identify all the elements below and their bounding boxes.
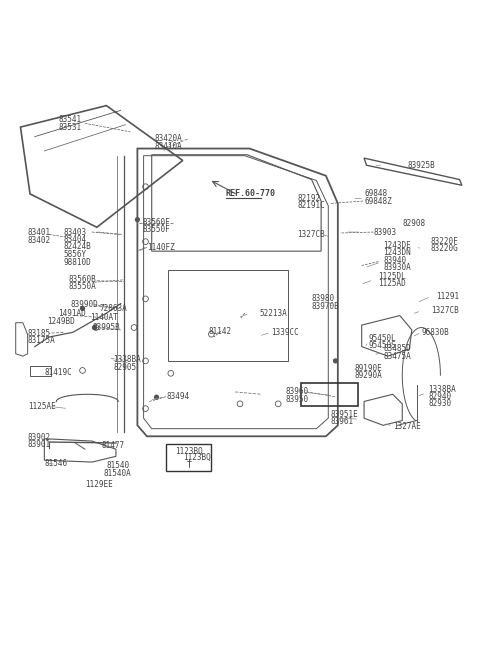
Text: 83961: 83961	[331, 417, 354, 426]
Text: 52213A: 52213A	[259, 309, 287, 318]
Text: 95450S: 95450S	[369, 341, 396, 350]
Text: 96830B: 96830B	[421, 328, 449, 337]
Text: 82930: 82930	[429, 400, 452, 408]
Bar	[30, 365, 51, 376]
Text: 83175A: 83175A	[28, 336, 55, 345]
Text: 83925B: 83925B	[407, 160, 435, 170]
Text: 83980: 83980	[312, 294, 335, 303]
Text: 83951E: 83951E	[331, 410, 359, 419]
Text: 83960: 83960	[285, 387, 309, 396]
Text: 1123BQ: 1123BQ	[183, 453, 211, 462]
Text: 1125AE: 1125AE	[28, 402, 55, 411]
Text: 81546: 81546	[44, 459, 68, 468]
Text: 1129EE: 1129EE	[85, 479, 113, 489]
Text: 83940: 83940	[383, 256, 406, 265]
Text: 1140FZ: 1140FZ	[147, 243, 175, 252]
Text: 83485D: 83485D	[383, 345, 411, 354]
Text: 1125AD: 1125AD	[378, 279, 406, 288]
Text: 83560B: 83560B	[68, 275, 96, 284]
Text: †: †	[186, 458, 191, 468]
Text: 81477: 81477	[102, 441, 125, 450]
Text: 98810D: 98810D	[63, 257, 91, 267]
Text: 83494: 83494	[166, 392, 189, 402]
Text: 1327CB: 1327CB	[297, 230, 325, 239]
Text: 83410A: 83410A	[154, 141, 182, 151]
Text: 83950: 83950	[285, 394, 309, 403]
Bar	[166, 445, 211, 471]
Text: 1125DL: 1125DL	[378, 272, 406, 281]
Text: 1123BQ: 1123BQ	[175, 447, 203, 457]
Text: 83901: 83901	[28, 440, 51, 449]
Text: 83550F: 83550F	[142, 225, 170, 234]
Circle shape	[155, 395, 158, 399]
Text: 69848Z: 69848Z	[364, 196, 392, 206]
Text: 11291: 11291	[436, 292, 459, 301]
Text: 1327AE: 1327AE	[393, 422, 420, 431]
Text: 82908: 82908	[402, 219, 425, 228]
Text: 81142: 81142	[209, 327, 232, 336]
Text: 83420A: 83420A	[154, 134, 182, 143]
Text: 82940: 82940	[429, 392, 452, 402]
Text: 81540: 81540	[107, 461, 130, 470]
Text: 83560F: 83560F	[142, 218, 170, 227]
Text: 83990D: 83990D	[71, 300, 98, 309]
Text: 83404: 83404	[63, 234, 86, 244]
Text: 83220G: 83220G	[431, 244, 458, 253]
Text: 83902: 83902	[28, 433, 51, 441]
Circle shape	[334, 359, 337, 363]
Text: 83185: 83185	[28, 329, 51, 338]
Circle shape	[135, 217, 139, 221]
Text: 83970B: 83970B	[312, 301, 339, 310]
Text: 83550A: 83550A	[68, 282, 96, 291]
Circle shape	[93, 326, 96, 329]
Text: 89190E: 89190E	[355, 364, 382, 373]
Text: 83220F: 83220F	[431, 237, 458, 246]
Text: 82424B: 82424B	[63, 242, 91, 251]
Text: 83475A: 83475A	[383, 352, 411, 361]
Text: 1491AD: 1491AD	[58, 309, 85, 318]
Text: 81419C: 81419C	[44, 368, 72, 377]
Text: 69848: 69848	[364, 189, 387, 198]
Bar	[168, 271, 288, 361]
Text: 1243DN: 1243DN	[383, 248, 411, 257]
Text: REF.60-770: REF.60-770	[226, 189, 276, 198]
Text: 83401: 83401	[28, 227, 51, 236]
Text: 72863A: 72863A	[99, 304, 127, 313]
Text: 83995B: 83995B	[92, 323, 120, 332]
Bar	[301, 383, 359, 406]
Text: 1338BA: 1338BA	[429, 385, 456, 394]
Text: 89290A: 89290A	[355, 371, 382, 380]
Text: 81540A: 81540A	[104, 468, 132, 477]
Text: 82905: 82905	[114, 363, 137, 371]
Text: 1338BA: 1338BA	[114, 356, 141, 364]
Text: 83402: 83402	[28, 236, 51, 245]
Text: 82191C: 82191C	[297, 201, 325, 210]
Text: 82192: 82192	[297, 194, 320, 203]
Text: 1327CB: 1327CB	[431, 307, 458, 315]
Circle shape	[81, 307, 84, 310]
Text: 1249BD: 1249BD	[47, 317, 74, 326]
Text: 83531: 83531	[59, 122, 82, 132]
Text: 5856Y: 5856Y	[63, 250, 86, 259]
Text: 1339CC: 1339CC	[271, 328, 299, 337]
Text: 83930A: 83930A	[383, 263, 411, 272]
Text: 95450L: 95450L	[369, 334, 396, 343]
Text: 83541: 83541	[59, 115, 82, 124]
Text: 83403: 83403	[63, 227, 86, 236]
Text: 1140AT: 1140AT	[90, 314, 118, 322]
Text: 1243DE: 1243DE	[383, 241, 411, 250]
Text: 83903: 83903	[373, 227, 397, 236]
